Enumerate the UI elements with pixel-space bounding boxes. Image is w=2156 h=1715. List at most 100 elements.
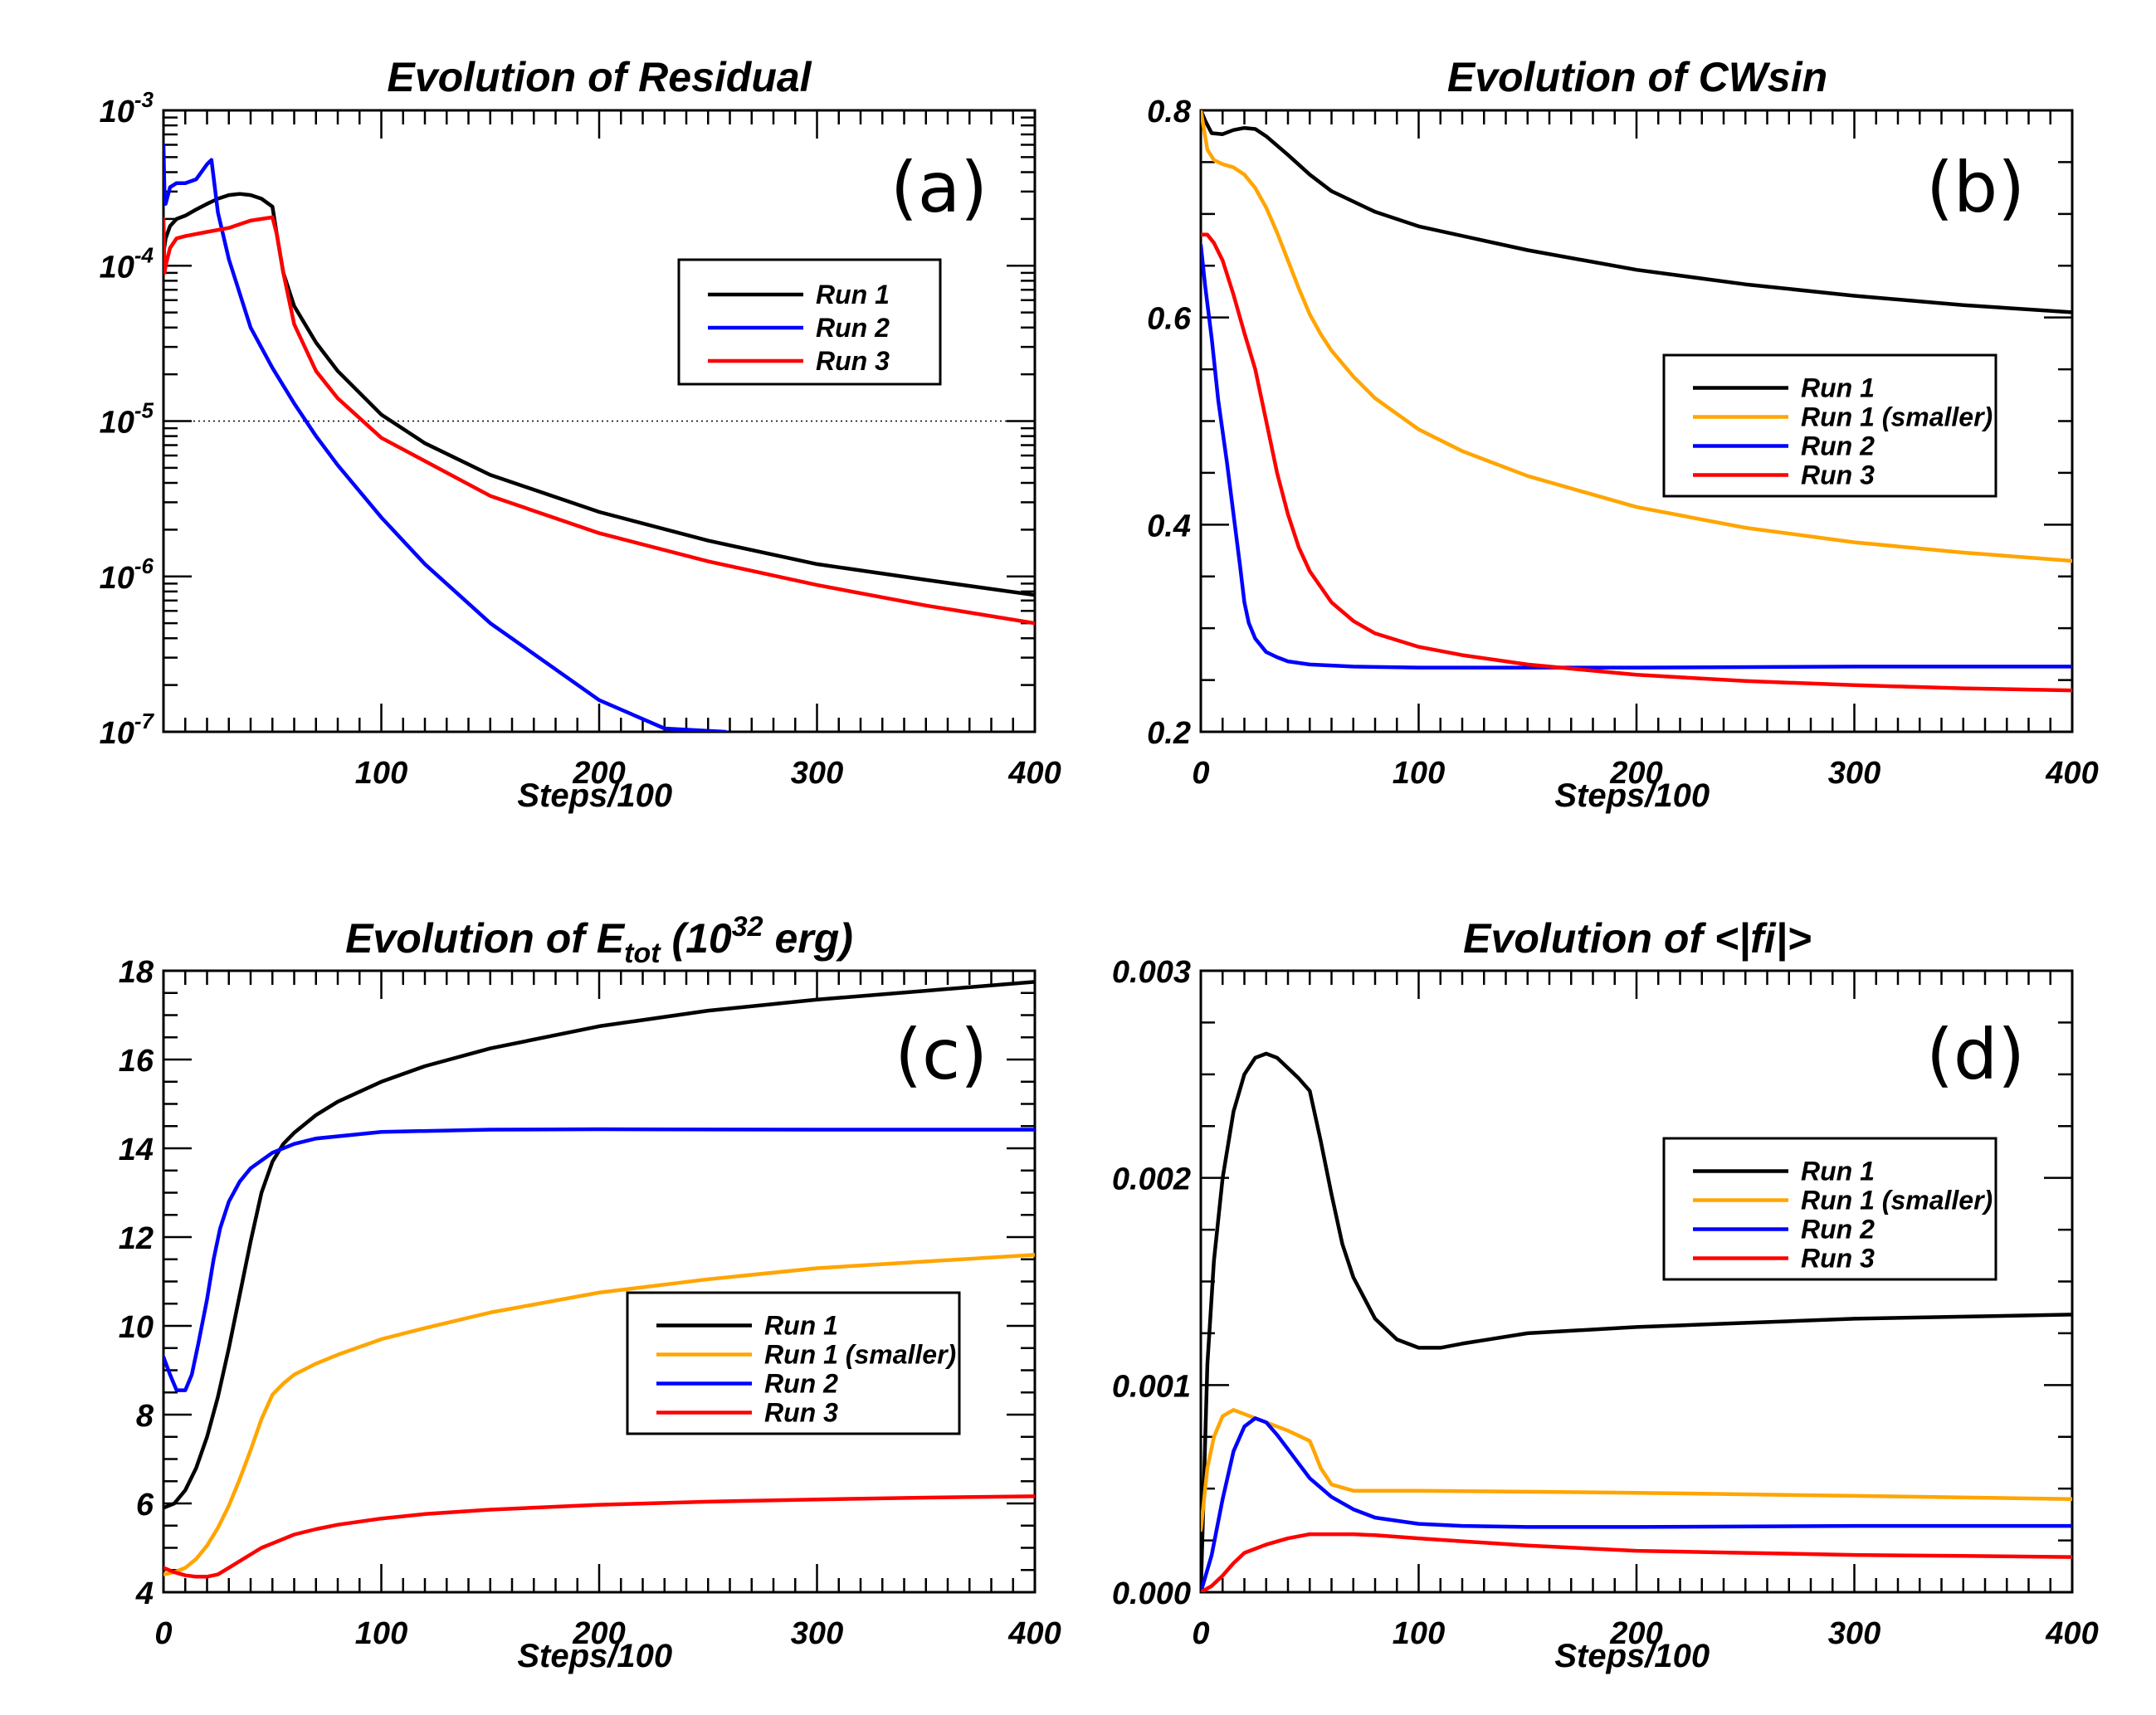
y-tick-label: 10-6	[100, 553, 154, 596]
y-tick-base: 10	[100, 95, 134, 129]
y-tick-label: 0.002	[1112, 1162, 1191, 1197]
x-tick-label: 100	[1393, 756, 1445, 791]
series-line-run-2	[163, 1127, 1035, 1392]
panel-label: (b)	[1926, 147, 2025, 228]
y-tick-label: 4	[135, 1576, 154, 1611]
panel-a: 100 200 300 400Steps/10010-710-610-510-410-…	[100, 87, 1061, 814]
y-tick-label: 10	[119, 1310, 154, 1345]
series-line-run-1	[163, 980, 1035, 1510]
legend-label: Run 1 (smaller)	[764, 1340, 956, 1370]
x-tick-label: 400	[1007, 756, 1061, 791]
panel-b: 0 100 200 300 400 Steps/100 0.2 0.4 0.6 0.8 (b) Run…	[1147, 95, 2099, 814]
y-tick-exponent: -5	[134, 398, 154, 423]
legend-box	[1662, 1137, 1997, 1281]
legend-label: Run 1	[816, 280, 890, 309]
y-tick-label: 0.2	[1147, 716, 1191, 751]
panel-label: (c)	[895, 1014, 988, 1095]
y-tick-label: 0.4	[1147, 509, 1191, 543]
y-tick-base: 10	[100, 406, 134, 441]
y-tick-base: 10	[100, 561, 134, 596]
y-tick-label: 0.8	[1147, 95, 1192, 129]
y-tick-label: 16	[119, 1044, 154, 1079]
x-tick-label: 0	[1192, 1616, 1209, 1651]
series-line-run-2	[1201, 243, 2072, 670]
series-line-run-3	[1201, 232, 2072, 693]
series-line-run-2	[1201, 1416, 2072, 1592]
panel-label: (a)	[890, 147, 988, 228]
legend-box	[1662, 353, 1997, 498]
y-tick-exponent: -6	[134, 553, 154, 578]
panel-c: 0 100 200 300 400 Steps/100 4 6 8 10 12 14 16 18 (c) Ru…	[119, 955, 1061, 1674]
legend-label: Run 1	[1801, 373, 1875, 403]
x-tick-label: 300	[791, 1616, 843, 1651]
panel-c-title-sub: tot	[624, 938, 661, 969]
legend-label: Run 3	[1801, 1244, 1875, 1274]
panel-d: 0 100 200 300 400 Steps/100 0.000 0.001 0.002 0.0…	[1112, 955, 2099, 1674]
panel-d-title: Evolution of <|fi|>	[1463, 915, 1812, 962]
y-tick-base: 10	[100, 716, 134, 751]
x-tick-label: 0	[1192, 756, 1209, 791]
x-tick-label: 400	[1007, 1616, 1061, 1651]
legend-label: Run 1 (smaller)	[1801, 402, 1993, 432]
series-line-run-3	[163, 1494, 1035, 1579]
y-tick-base: 10	[100, 250, 134, 285]
y-tick-label: 0.003	[1112, 955, 1191, 990]
y-tick-exponent: -7	[134, 709, 155, 733]
panel-c-title-sup: 32	[732, 911, 763, 943]
legend-box	[677, 258, 942, 386]
x-tick-label: 0	[154, 1616, 172, 1651]
series-line-run-1-smaller	[163, 1253, 1035, 1576]
legend-label: Run 2	[1801, 431, 1875, 461]
y-tick-label: 18	[119, 955, 154, 990]
series-line-run-1	[1201, 1051, 2072, 1592]
x-tick-label: 300	[1828, 756, 1880, 791]
y-tick-label: 10-5	[100, 398, 154, 441]
y-tick-label: 10-3	[100, 87, 154, 129]
x-tick-label: 100	[1393, 1616, 1445, 1651]
panel-c-title-mid: (10	[661, 915, 732, 962]
x-tick-label: 400	[2045, 756, 2098, 791]
y-tick-label: 6	[136, 1488, 154, 1523]
x-tick-label: 300	[1828, 1616, 1880, 1651]
legend-box	[626, 1291, 961, 1435]
panel-a-title: Evolution of Residual	[387, 54, 812, 100]
legend-label: Run 1	[1801, 1157, 1875, 1186]
y-tick-label: 14	[119, 1133, 154, 1167]
panel-c-title: Evolution of Etot (1032 erg)	[345, 911, 853, 969]
legend-label: Run 3	[816, 346, 890, 376]
panel-b-title: Evolution of CWsin	[1447, 54, 1827, 100]
x-axis-label: Steps/100	[1554, 777, 1710, 814]
y-tick-label: 8	[136, 1399, 154, 1434]
panel-c-title-end: erg)	[763, 915, 853, 962]
legend-label: Run 3	[1801, 460, 1875, 490]
y-tick-label: 12	[119, 1221, 154, 1256]
y-tick-label: 10-7	[100, 709, 155, 751]
y-tick-exponent: -4	[134, 242, 154, 267]
series-line-run-3	[1201, 1532, 2072, 1592]
legend-label: Run 2	[816, 313, 890, 343]
x-tick-label: 400	[2045, 1616, 2098, 1651]
y-tick-label: 0.6	[1147, 302, 1192, 337]
y-tick-label: 0.001	[1112, 1369, 1191, 1404]
legend-label: Run 2	[1801, 1215, 1875, 1245]
series-line-run-1-smaller	[1201, 1408, 2072, 1532]
series-line-run-2	[163, 143, 728, 732]
series-line-run-1	[1201, 110, 2072, 314]
legend-label: Run 1	[764, 1311, 838, 1341]
y-tick-label: 10-4	[100, 242, 154, 285]
x-tick-label: 200	[1609, 1616, 1662, 1651]
x-tick-label: 100	[355, 1616, 407, 1651]
y-tick-exponent: -3	[134, 87, 154, 112]
x-tick-label: 300	[791, 756, 843, 791]
x-tick-label: 200	[572, 1616, 625, 1651]
x-tick-label: 200	[572, 756, 625, 791]
x-axis-label: Steps/100	[517, 1638, 672, 1674]
x-tick-label: 200	[1609, 756, 1662, 791]
panel-c-title-main: Evolution of E	[345, 915, 626, 962]
x-axis-label: Steps/100	[517, 777, 672, 814]
